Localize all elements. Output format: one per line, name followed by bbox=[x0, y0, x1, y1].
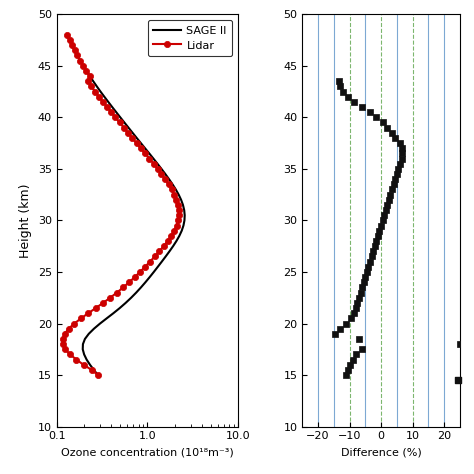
Point bbox=[381, 211, 388, 219]
Point bbox=[352, 304, 360, 312]
Lidar bbox=[95, 372, 101, 378]
Point bbox=[377, 222, 385, 229]
Point bbox=[335, 77, 342, 85]
Point bbox=[383, 201, 391, 209]
Point bbox=[358, 283, 366, 291]
Lidar bbox=[114, 290, 120, 295]
Point bbox=[396, 139, 404, 147]
Legend: SAGE II, Lidar: SAGE II, Lidar bbox=[147, 20, 232, 56]
X-axis label: Ozone concentration (10¹⁸m⁻³): Ozone concentration (10¹⁸m⁻³) bbox=[61, 447, 234, 457]
SAGE II bbox=[64, 32, 70, 38]
Point bbox=[355, 294, 363, 301]
Point bbox=[352, 351, 360, 358]
Point bbox=[366, 109, 374, 116]
SAGE II bbox=[113, 109, 119, 115]
SAGE II bbox=[95, 372, 101, 378]
Point bbox=[355, 335, 363, 343]
Point bbox=[388, 129, 396, 137]
Line: SAGE II: SAGE II bbox=[67, 35, 185, 375]
Point bbox=[344, 93, 352, 100]
Point bbox=[350, 310, 358, 317]
Lidar bbox=[89, 83, 94, 89]
Point bbox=[357, 289, 365, 296]
Point bbox=[382, 206, 390, 214]
Point bbox=[398, 145, 405, 152]
Point bbox=[385, 196, 392, 204]
SAGE II bbox=[163, 171, 168, 177]
Point bbox=[398, 155, 405, 162]
Point bbox=[366, 258, 374, 265]
Y-axis label: Height (km): Height (km) bbox=[19, 183, 32, 258]
Point bbox=[358, 103, 366, 111]
Point bbox=[346, 361, 353, 369]
Point bbox=[362, 273, 369, 281]
Line: Lidar: Lidar bbox=[60, 32, 182, 378]
Point bbox=[365, 263, 372, 271]
Point bbox=[387, 191, 394, 199]
Point bbox=[393, 170, 401, 178]
Point bbox=[332, 330, 339, 337]
SAGE II bbox=[173, 187, 179, 192]
Point bbox=[358, 346, 366, 353]
Point bbox=[368, 253, 375, 260]
Lidar bbox=[159, 171, 164, 177]
Point bbox=[354, 299, 361, 307]
Point bbox=[350, 98, 358, 106]
Point bbox=[390, 181, 397, 188]
SAGE II bbox=[94, 83, 100, 89]
Point bbox=[392, 134, 399, 142]
Point bbox=[349, 356, 356, 364]
Point bbox=[392, 175, 399, 183]
Point bbox=[388, 186, 396, 193]
SAGE II bbox=[82, 352, 87, 357]
Point bbox=[373, 114, 380, 121]
Point bbox=[394, 165, 402, 173]
Point bbox=[360, 279, 367, 286]
X-axis label: Difference (%): Difference (%) bbox=[341, 447, 421, 457]
Point bbox=[339, 88, 347, 95]
Point bbox=[383, 124, 391, 131]
Point bbox=[456, 340, 464, 348]
Point bbox=[337, 325, 344, 332]
Point bbox=[374, 232, 382, 240]
Point bbox=[371, 242, 379, 250]
Point bbox=[455, 376, 462, 384]
Point bbox=[347, 315, 355, 322]
Point bbox=[343, 319, 350, 327]
SAGE II bbox=[133, 290, 139, 295]
Lidar bbox=[67, 352, 73, 357]
Point bbox=[379, 118, 386, 126]
Point bbox=[363, 268, 371, 276]
Point bbox=[398, 150, 405, 157]
Point bbox=[337, 82, 344, 90]
Point bbox=[396, 160, 404, 167]
Point bbox=[343, 371, 350, 379]
Point bbox=[373, 237, 380, 245]
Point bbox=[379, 217, 386, 224]
Point bbox=[344, 366, 352, 374]
Point bbox=[369, 247, 377, 255]
Lidar bbox=[169, 187, 174, 192]
Point bbox=[376, 227, 383, 235]
Lidar bbox=[109, 109, 114, 115]
Lidar bbox=[64, 32, 70, 38]
